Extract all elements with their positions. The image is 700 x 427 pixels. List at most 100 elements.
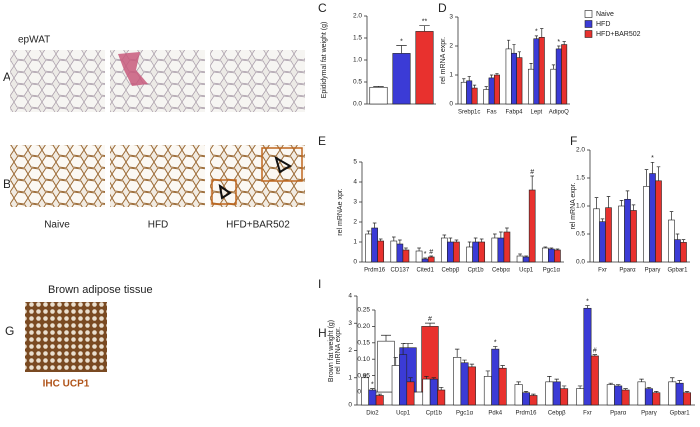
bar — [505, 48, 512, 105]
x-tick-label: Pparγ — [641, 411, 657, 417]
y-tick-label: 1.0 — [576, 203, 585, 210]
bar — [453, 241, 460, 263]
error-bar — [373, 86, 384, 88]
image-caption: Naive — [44, 220, 70, 231]
error-bar — [448, 237, 453, 242]
error-bar — [473, 237, 478, 242]
bar — [493, 74, 500, 105]
error-bar — [557, 45, 561, 49]
bar — [497, 237, 505, 263]
x-tick-label: Cpt1b — [426, 411, 443, 417]
bar — [447, 241, 454, 263]
error-bar — [644, 169, 649, 187]
bar — [683, 392, 691, 406]
y-tick-label: 0.0 — [576, 259, 585, 266]
bar — [552, 381, 561, 406]
arrowhead — [218, 155, 292, 200]
bar — [529, 395, 538, 406]
x-tick-label: Ucp1 — [519, 268, 534, 274]
bar — [472, 241, 479, 263]
bar — [396, 243, 404, 263]
error-bar — [600, 218, 605, 222]
bar — [471, 87, 478, 105]
error-bar — [505, 227, 509, 232]
bar — [522, 392, 530, 406]
error-bar — [469, 363, 475, 367]
error-bar — [462, 359, 467, 363]
error-bar — [472, 84, 477, 89]
x-tick-label: Prdm16 — [515, 411, 537, 417]
bar — [483, 89, 490, 105]
legend-swatch — [584, 20, 593, 28]
histology-image — [210, 50, 305, 112]
bar — [391, 365, 400, 406]
stain-region — [118, 52, 148, 86]
bar — [561, 44, 568, 105]
x-tick-label: Pgc1α — [543, 268, 561, 274]
y-tick-label: 4 — [353, 179, 357, 186]
y-tick-label: 1.0 — [353, 57, 362, 64]
panel-letter: I — [318, 277, 321, 291]
panel-letter: G — [5, 324, 14, 338]
error-bar — [378, 238, 383, 241]
error-bar — [608, 382, 614, 385]
bar — [590, 355, 599, 406]
bar — [415, 250, 423, 263]
bar — [415, 31, 434, 105]
error-bar — [424, 376, 429, 380]
x-tick-label: Cpt1b — [468, 268, 485, 274]
error-bar — [654, 391, 659, 393]
y-tick-label: 3 — [348, 320, 352, 327]
x-tick-label: Lept — [531, 110, 543, 116]
bar — [618, 205, 625, 263]
bar — [621, 389, 630, 406]
y-tick-label: 0.05 — [357, 372, 370, 379]
bar — [560, 388, 569, 406]
significance-label: * — [651, 155, 654, 162]
bar — [555, 48, 562, 105]
x-tick-label: Pparγ — [645, 268, 661, 274]
bar — [467, 366, 476, 406]
panel-letter: F — [570, 134, 577, 148]
error-bar — [400, 343, 406, 355]
bar — [440, 237, 448, 263]
error-bar — [499, 231, 503, 238]
error-bar — [518, 253, 522, 256]
bar — [516, 255, 524, 263]
error-bar — [462, 78, 466, 83]
y-tick-label: 4 — [348, 293, 352, 300]
error-bar — [396, 45, 407, 54]
bar — [624, 198, 631, 263]
y-tick-label: 2 — [353, 219, 357, 226]
bar — [460, 81, 467, 105]
y-tick-label: 0 — [449, 101, 453, 108]
bar — [427, 256, 435, 263]
error-bar — [372, 222, 377, 228]
inset-frame — [211, 179, 237, 205]
y-tick-label: 0.5 — [353, 79, 362, 86]
legend-label: HFD — [596, 21, 610, 28]
bar — [503, 231, 511, 263]
error-bar — [625, 190, 630, 200]
significance-label: # — [428, 316, 432, 323]
bar — [491, 237, 499, 263]
error-bar — [454, 239, 459, 242]
y-tick-label: 1 — [449, 72, 453, 79]
bar — [528, 189, 536, 263]
y-tick-label: 1 — [353, 239, 357, 246]
error-bar — [507, 39, 511, 49]
error-bar — [417, 247, 421, 251]
panel-letter: E — [318, 134, 326, 148]
error-bar — [467, 76, 471, 81]
brown-title: Brown adipose tissue — [48, 284, 153, 296]
bar — [583, 307, 592, 406]
error-bar — [408, 377, 413, 382]
bar — [377, 240, 385, 263]
bar — [668, 381, 677, 406]
error-bar — [485, 370, 491, 377]
error-bar — [467, 241, 472, 247]
bar — [643, 186, 650, 263]
significance-label: * — [424, 251, 427, 258]
y-tick-label: 1.5 — [353, 35, 362, 42]
